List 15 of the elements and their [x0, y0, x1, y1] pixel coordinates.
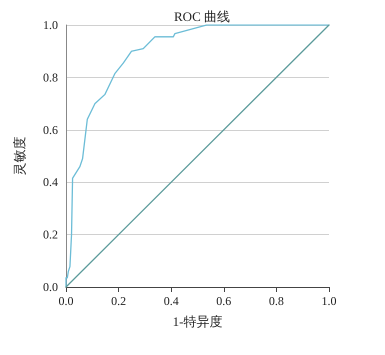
x-tick-label: 0.0	[58, 294, 74, 308]
y-tick-label: 1.0	[43, 18, 58, 32]
y-tick-label: 0.2	[43, 228, 58, 242]
x-tick-label: 0.4	[164, 294, 179, 308]
x-tick-label: 0.2	[111, 294, 126, 308]
y-tick-label: 0.0	[43, 280, 58, 294]
y-tick-label: 0.6	[43, 122, 58, 137]
x-tick-label: 0.6	[216, 294, 232, 308]
x-axis-title: 1-特异度	[172, 314, 222, 329]
chart-title: ROC 曲线	[174, 9, 230, 24]
y-tick-label: 0.4	[43, 175, 58, 190]
x-tick-label: 1.0	[322, 294, 336, 308]
x-tick-label: 0.8	[268, 294, 284, 308]
y-axis-title: 灵敏度	[12, 136, 27, 176]
y-tick-label: 0.8	[43, 70, 58, 84]
